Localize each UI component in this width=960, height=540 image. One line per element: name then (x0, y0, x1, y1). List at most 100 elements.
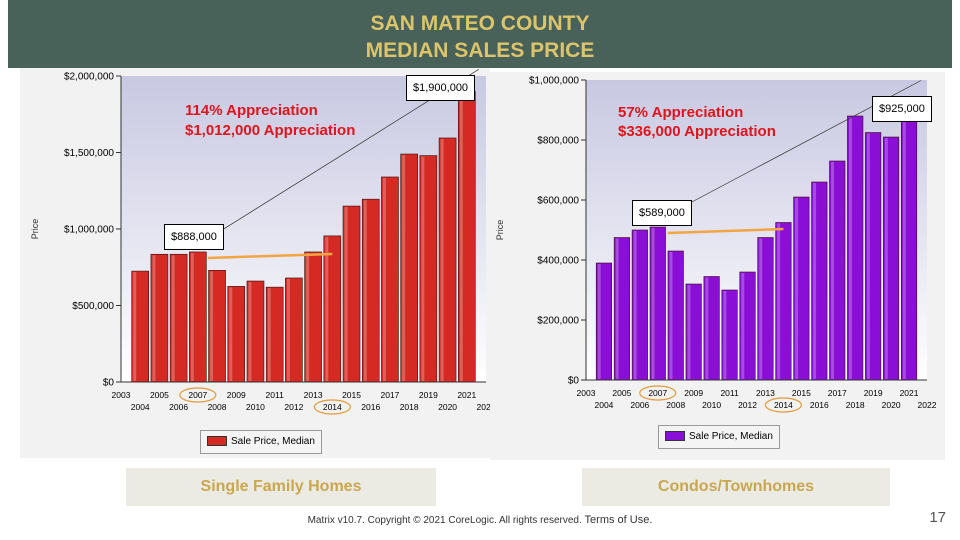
condo-x-tick-label: 2012 (738, 400, 757, 410)
sfh-bar-shine-2018 (402, 155, 406, 381)
condo-bar-shine-2015 (795, 198, 799, 379)
sfh-legend: Sale Price, Median (200, 430, 322, 454)
sfh-highlight-circle-2007 (179, 387, 217, 403)
sfh-x-tick-label: 2011 (266, 390, 285, 400)
condo-bar-shine-2005 (615, 238, 619, 379)
sfh-x-tick-label: 2013 (304, 390, 323, 400)
sfh-x-tick-label: 2008 (208, 402, 227, 412)
sfh-bar-shine-2011 (267, 288, 271, 381)
condo-bar-shine-2010 (705, 277, 709, 379)
condo-x-tick-label: 2008 (666, 400, 685, 410)
condo-x-tick-label: 2014 (774, 400, 793, 410)
sfh-y-tick-label: $500,000 (72, 301, 114, 312)
sfh-trend-line (207, 252, 333, 260)
condo-highlight-circle-2014 (764, 397, 803, 413)
sfh-bar-shine-2005 (152, 255, 156, 381)
sfh-bar-shine-2013 (306, 252, 310, 381)
condo-x-tick-label: 2007 (648, 388, 667, 398)
condo-chart: $0 $200,000 $400,000 $600,000 $800,000 $1,000… (490, 72, 945, 432)
condo-x-tick-label: 2020 (882, 400, 901, 410)
condo-bar-shine-2006 (633, 231, 637, 379)
sfh-x-tick-label: 2020 (438, 402, 457, 412)
condo-bar-shine-2009 (687, 285, 691, 379)
condo-y-tick-label: $200,000 (537, 316, 579, 327)
sfh-x-tick-label: 2021 (457, 390, 476, 400)
condo-bar-shine-2019 (866, 133, 870, 379)
condo-x-tick-label: 2017 (828, 388, 847, 398)
condo-y-axis-label: Price (495, 220, 505, 241)
sfh-bar-shine-2012 (286, 278, 290, 381)
sfh-bar-shine-2019 (421, 156, 425, 381)
condo-bar-shine-2011 (723, 291, 727, 379)
sfh-appreciation-amount: $1,012,000 Appreciation (185, 122, 356, 139)
condo-bar-shine-2004 (597, 264, 601, 379)
condo-bar-shine-2018 (848, 117, 852, 379)
condo-appreciation-amount: $336,000 Appreciation (618, 123, 776, 140)
sfh-low-price-callout: $888,000 (164, 224, 224, 250)
condo-trend-line (667, 227, 784, 235)
condo-bar-shine-2014 (777, 223, 781, 379)
condo-bar-shine-2013 (759, 238, 763, 379)
sfh-y-tick-label: $0 (103, 378, 115, 389)
condo-x-tick-label: 2019 (864, 388, 883, 398)
condo-legend: Sale Price, Median (658, 425, 780, 449)
sfh-x-tick-label: 2014 (323, 402, 342, 412)
sfh-bar-shine-2007 (190, 252, 194, 381)
sfh-bar-shine-2015 (344, 207, 348, 381)
condo-low-price-callout: $589,000 (632, 200, 692, 226)
sfh-x-tick-label: 2010 (246, 402, 265, 412)
condo-x-tick-label: 2005 (612, 388, 631, 398)
condo-x-tick-label: 2011 (720, 388, 739, 398)
copyright-text: Matrix v10.7. Copyright © 2021 CoreLogic… (307, 515, 582, 526)
condo-bar-shine-2008 (669, 252, 673, 379)
sfh-y-tick-label: $2,000,000 (64, 72, 114, 83)
sfh-bar-shine-2010 (248, 282, 252, 381)
sfh-highlight-circle-2014 (313, 399, 351, 415)
condo-x-tick-label: 2022 (918, 400, 937, 410)
sfh-x-tick-label: 2022 (477, 402, 496, 412)
sfh-caption: Single Family Homes (126, 468, 436, 506)
sfh-high-price-callout: $1,900,000 (406, 75, 476, 101)
condo-bar-shine-2017 (831, 162, 835, 379)
condo-x-tick-label: 2009 (684, 388, 703, 398)
condo-bar-shine-2012 (741, 273, 745, 379)
sfh-appreciation-pct: 114% Appreciation (185, 102, 318, 119)
sfh-x-tick-label: 2016 (361, 402, 380, 412)
condo-x-tick-label: 2010 (702, 400, 721, 410)
condo-x-tick-label: 2016 (810, 400, 829, 410)
condo-legend-swatch (665, 431, 685, 442)
page-number: 17 (929, 509, 946, 526)
sfh-bar-shine-2009 (229, 287, 233, 381)
sfh-x-tick-label: 2007 (188, 390, 207, 400)
condo-high-price-callout: $925,000 (872, 96, 932, 122)
sfh-legend-swatch (207, 436, 227, 447)
condo-x-tick-label: 2006 (630, 400, 649, 410)
footer: Matrix v10.7. Copyright © 2021 CoreLogic… (0, 514, 960, 526)
condo-highlight-circle-2007 (639, 385, 677, 401)
condo-x-tick-label: 2003 (577, 388, 596, 398)
sfh-bar-shine-2008 (210, 271, 214, 381)
sfh-x-tick-label: 2018 (400, 402, 419, 412)
condo-bar-shine-2016 (813, 183, 817, 379)
sfh-x-tick-label: 2009 (227, 390, 246, 400)
sfh-bar-shine-2021 (459, 92, 463, 382)
condo-x-tick-label: 2021 (900, 388, 919, 398)
sfh-x-tick-label: 2003 (112, 390, 131, 400)
condo-y-tick-label: $600,000 (537, 196, 579, 207)
condo-x-tick-label: 2013 (756, 388, 775, 398)
terms-link[interactable]: Terms of Use. (584, 514, 653, 526)
sfh-bar-shine-2006 (171, 255, 175, 381)
sfh-bar-shine-2020 (440, 138, 444, 381)
condo-y-tick-label: $0 (568, 376, 580, 387)
page-title-line2: MEDIAN SALES PRICE (365, 39, 595, 62)
condo-y-tick-label: $800,000 (537, 136, 579, 147)
sfh-x-tick-label: 2017 (380, 390, 399, 400)
condo-caption: Condos/Townhomes (582, 468, 890, 506)
condo-bar-shine-2020 (884, 138, 888, 379)
condo-x-tick-label: 2004 (594, 400, 613, 410)
sfh-bar-shine-2014 (325, 236, 329, 381)
condo-legend-label: Sale Price, Median (689, 431, 773, 442)
condo-x-tick-label: 2018 (846, 400, 865, 410)
sfh-y-tick-label: $1,500,000 (64, 148, 114, 159)
page-title-line1: SAN MATEO COUNTY (370, 12, 590, 35)
